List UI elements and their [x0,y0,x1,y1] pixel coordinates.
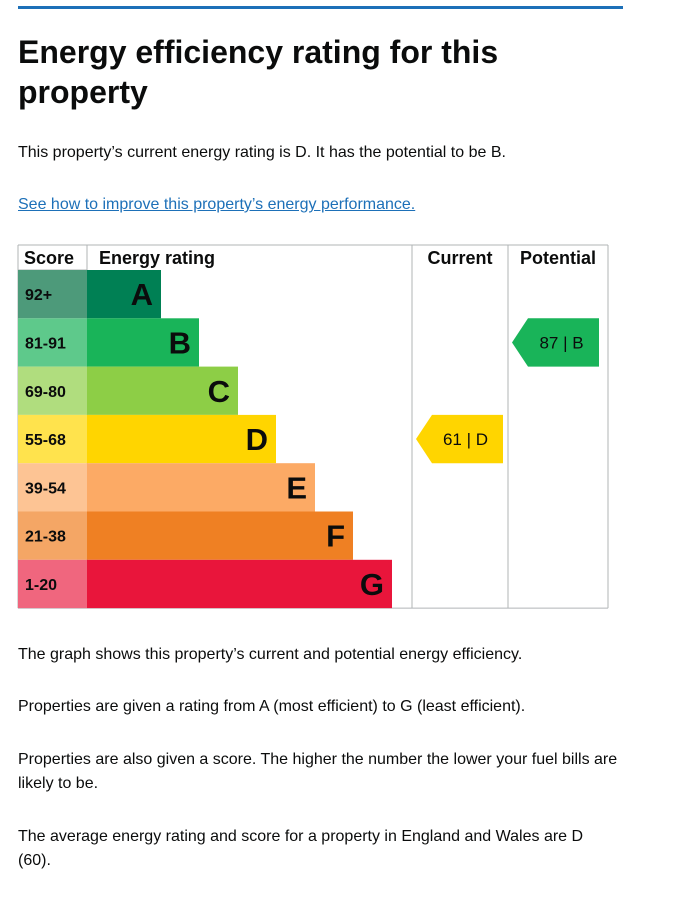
score-range-label: 39-54 [25,480,66,497]
score-range-label: 1-20 [25,577,57,594]
rating-summary: This property’s current energy rating is… [18,144,506,161]
rating-letter: F [326,519,345,554]
improve-energy-link[interactable]: See how to improve this property’s energ… [18,196,416,213]
rating-letter: G [360,567,384,602]
current-rating-arrow [416,414,503,464]
score-cell [18,463,87,512]
rating-letter: E [286,470,307,505]
rating-letter: A [131,277,153,312]
page-title: Energy efficiency rating for this proper… [18,34,499,110]
potential-rating-arrow [512,318,599,367]
score-cell [18,366,87,415]
top-rule [18,6,623,9]
rating-bar [87,318,199,367]
rating-letter: C [208,374,230,409]
note-average: The average energy rating and score for … [18,828,584,869]
score-cell [18,414,87,464]
rating-bar [87,559,392,609]
score-cell [18,511,87,560]
score-range-label: 92+ [25,287,52,304]
header-score: Score [24,248,74,268]
header-potential: Potential [520,248,596,268]
score-range-label: 69-80 [25,384,66,401]
score-cell [18,318,87,367]
score-cell [18,270,87,319]
rating-bar [87,463,315,512]
score-range-label: 21-38 [25,529,66,546]
rating-letter: B [169,325,191,360]
current-rating-label: 61 | D [443,430,488,449]
score-range-label: 81-91 [25,335,66,352]
rating-bar [87,511,353,560]
note-score: Properties are also given a score. The h… [18,751,618,792]
note-graph: The graph shows this property’s current … [18,646,523,663]
rating-letter: D [246,422,268,457]
header-current: Current [427,248,492,268]
rating-bar [87,414,276,464]
improve-link-wrap: See how to improve this property’s energ… [18,193,638,217]
score-cell [18,559,87,609]
header-energy-rating: Energy rating [99,248,215,268]
rating-bar [87,270,161,319]
rating-bar [87,366,238,415]
potential-rating-label: 87 | B [539,333,583,352]
score-range-label: 55-68 [25,432,66,449]
note-rating-scale: Properties are given a rating from A (mo… [18,698,526,715]
